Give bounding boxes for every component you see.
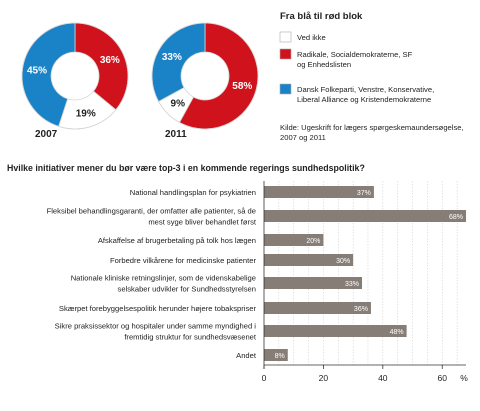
- legend-swatch-1: [279, 48, 292, 60]
- bar-category-label-2-0: Afskaffelse af brugerbetaling på tolk ho…: [98, 236, 256, 245]
- bar-category-label-6-1: fremtidig struktur for sundhedsvæsenet: [124, 333, 257, 342]
- bar-category-label-1-1: mest syge bliver behandlet først: [148, 218, 257, 227]
- bar-5: [264, 302, 371, 314]
- legend-label-2-0: Dansk Folkeparti, Venstre, Konservative,: [297, 85, 434, 94]
- donut-2011-slice-label-0: 58%: [232, 81, 252, 92]
- bar-value-label-6: 48%: [390, 329, 404, 336]
- bar-3: [264, 254, 354, 266]
- bar-x-tick-label-2: 40: [378, 373, 388, 383]
- donut-2011-year-label: 2011: [165, 129, 187, 140]
- legend-label-1-0: Radikale, Socialdemokraterne, SF: [297, 50, 413, 59]
- bar-category-label-3-0: Forbedre vilkårene for medicinske patien…: [110, 256, 257, 265]
- legend-swatch-0: [279, 31, 292, 43]
- source-line-1: 2007 og 2011: [280, 133, 326, 142]
- legend-label-0-0: Ved ikke: [297, 33, 326, 42]
- bar-value-label-1: 68%: [449, 214, 463, 221]
- bar-plot-area: [264, 181, 466, 365]
- bar-category-label-1-0: Fleksibel behandlingsgaranti, der omfatt…: [47, 207, 256, 216]
- bar-4: [264, 277, 363, 289]
- bar-x-tick-label-3: 60: [438, 373, 448, 383]
- donut-2007-outline: [21, 22, 129, 130]
- donut-2007-slice-label-2: 45%: [27, 65, 47, 76]
- bar-7: [264, 349, 288, 361]
- donut-2011-outline: [151, 22, 259, 130]
- bar-value-label-3: 30%: [336, 258, 350, 265]
- donut-2007-slice-label-0: 36%: [100, 55, 120, 66]
- bar-x-unit-label: %: [460, 373, 468, 383]
- bar-0: [264, 186, 374, 198]
- legend-title: Fra blå til rød blok: [280, 11, 363, 22]
- bar-1: [264, 210, 466, 222]
- donut-2007-year-label: 2007: [35, 129, 58, 140]
- donut-2007-slice-label-1: 19%: [76, 108, 96, 119]
- bar-category-label-6-0: Sikre praksissektor og hospitaler under …: [55, 322, 257, 331]
- bar-category-label-7-0: Andet: [236, 351, 257, 360]
- bar-chart-title: Hvilke initiativer mener du bør være top…: [7, 163, 365, 173]
- bar-2: [264, 234, 324, 246]
- donut-2007-slice-0: [74, 22, 129, 111]
- legend-swatch-2: [279, 83, 292, 95]
- bar-6: [264, 325, 407, 337]
- bar-category-label-4-0: Nationale kliniske retningslinjer, som d…: [71, 274, 256, 283]
- bar-value-label-0: 37%: [357, 190, 371, 197]
- bar-value-label-7: 8%: [275, 353, 285, 360]
- legend-label-2-1: Liberal Alliance og Kristendemokraterne: [297, 95, 431, 104]
- donut-2011-slice-label-2: 33%: [162, 52, 182, 63]
- bar-value-label-4: 33%: [345, 281, 359, 288]
- source-line-0: Kilde: Ugeskrift for lægers spørgeskemau…: [280, 123, 464, 132]
- bar-value-label-5: 36%: [354, 306, 368, 313]
- bar-category-label-5-0: Skærpet forebyggelsespolitik herunder hø…: [59, 304, 257, 313]
- bar-category-label-4-1: selskaber udvikler for Sundhedsstyrelsen: [118, 285, 256, 294]
- legend-label-1-1: og Enhedslisten: [297, 60, 351, 69]
- bar-category-label-0-0: National handlingsplan for psykiatrien: [130, 188, 256, 197]
- bar-value-label-2: 20%: [306, 238, 320, 245]
- bar-x-tick-label-0: 0: [262, 373, 267, 383]
- bar-x-tick-label-1: 20: [319, 373, 329, 383]
- donut-2011-slice-label-1: 9%: [171, 99, 186, 110]
